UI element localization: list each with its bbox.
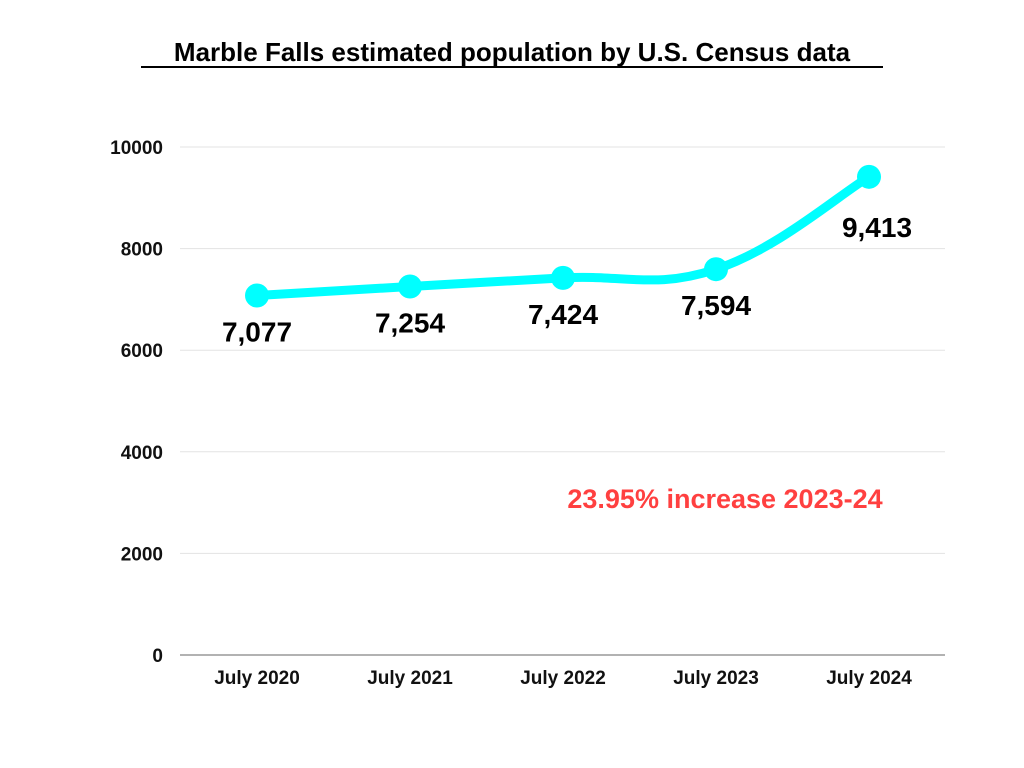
annotation: 23.95% increase 2023-24 (567, 484, 882, 514)
y-tick-label: 10000 (110, 138, 163, 159)
y-tick-label: 8000 (121, 240, 163, 261)
y-tick-label: 0 (152, 646, 163, 667)
x-tick-label: July 2023 (673, 668, 759, 689)
x-tick-label: July 2020 (214, 668, 300, 689)
y-tick-label: 4000 (121, 443, 163, 464)
data-label: 7,254 (375, 307, 445, 338)
chart-title: Marble Falls estimated population by U.S… (174, 37, 851, 67)
data-point (551, 265, 575, 290)
data-label: 9,413 (842, 212, 912, 243)
data-label: 7,077 (222, 316, 292, 347)
y-tick-label: 6000 (121, 341, 163, 362)
data-point (704, 257, 728, 282)
x-tick-label: July 2021 (367, 668, 453, 689)
x-tick-label: July 2024 (826, 668, 912, 689)
y-tick-label: 2000 (121, 544, 163, 565)
data-point (398, 274, 422, 299)
data-point (245, 283, 269, 308)
x-tick-label: July 2022 (520, 668, 606, 689)
data-label: 7,594 (681, 290, 751, 321)
data-point (857, 164, 881, 189)
data-label: 7,424 (528, 299, 598, 330)
